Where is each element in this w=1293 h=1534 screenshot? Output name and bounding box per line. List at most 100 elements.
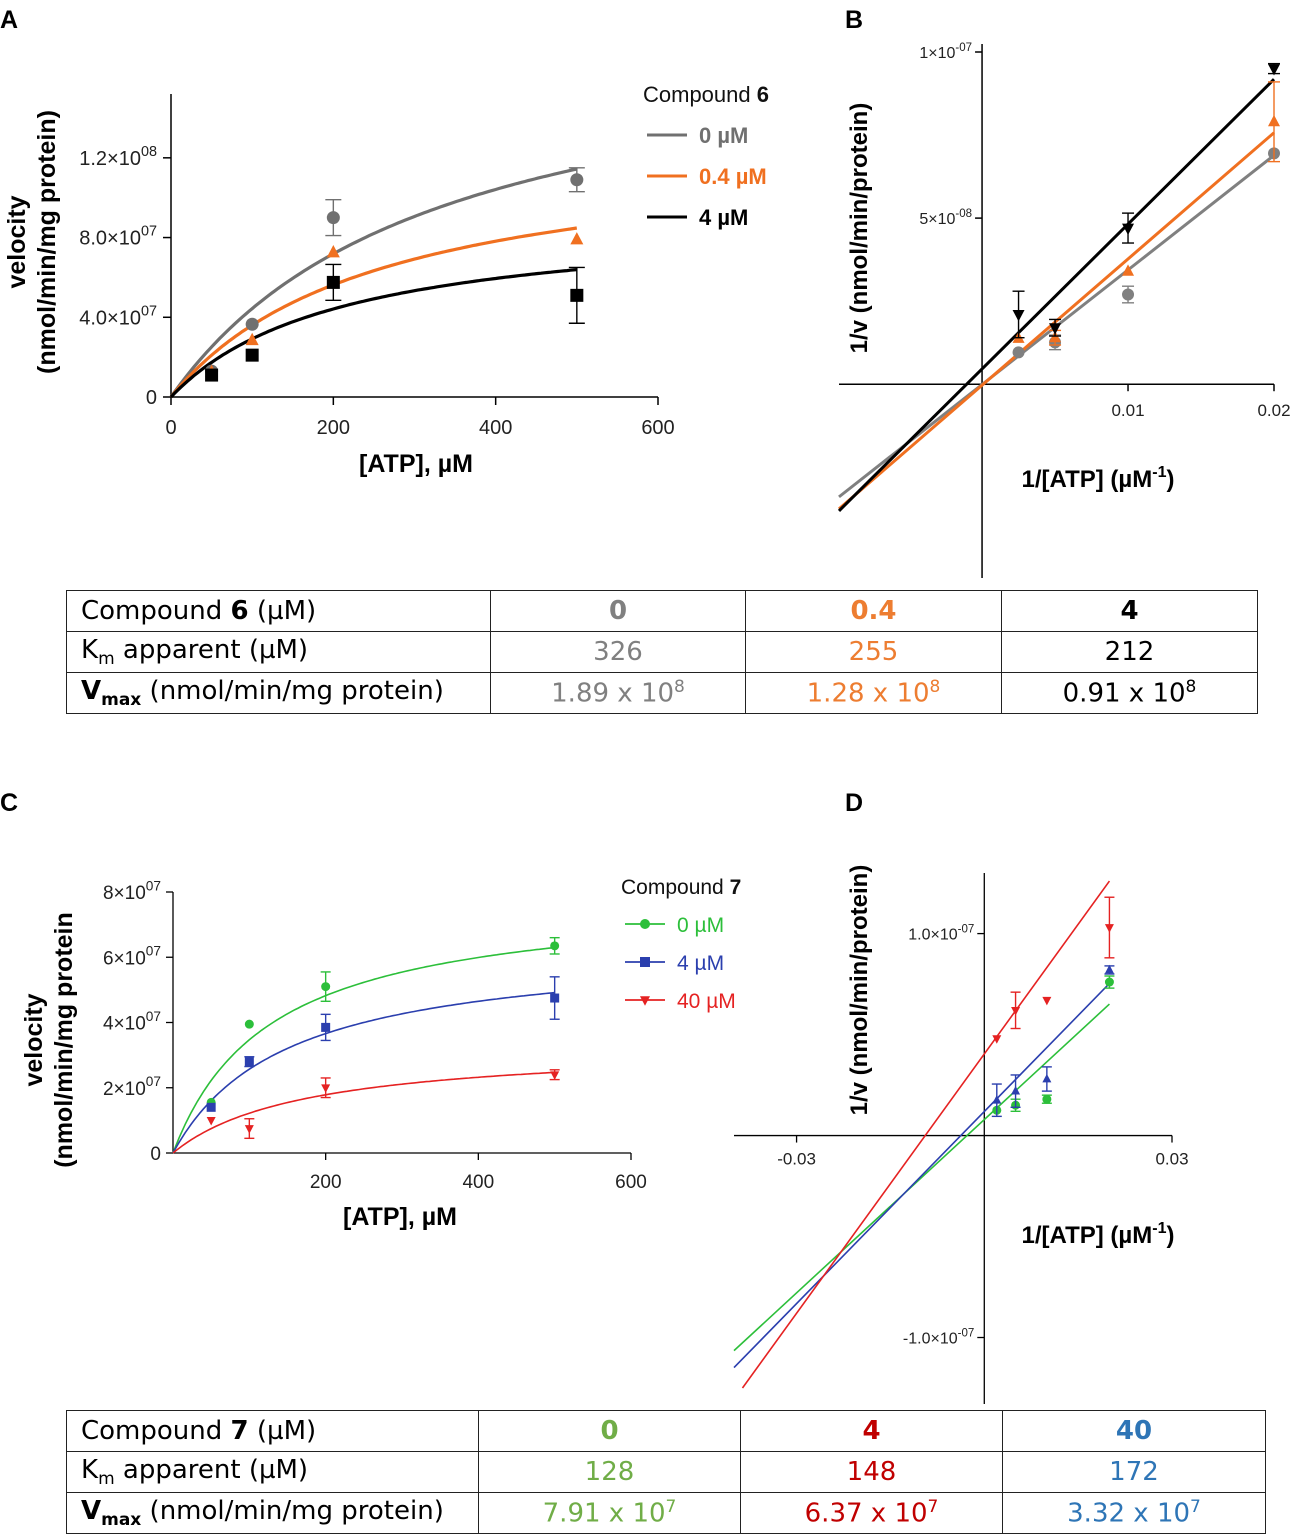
- data-point-series-1: [550, 941, 560, 951]
- regression-line-series-3: [837, 78, 1276, 512]
- table-row: Compound 7 (µM) 0 4 40: [66, 1410, 1266, 1452]
- data-point-series-3: [550, 1071, 560, 1080]
- panel-label-c: C: [0, 789, 18, 817]
- legend-label: 4 µM: [677, 952, 724, 975]
- legend-label: 0.4 µM: [699, 164, 767, 189]
- row-header: Compound 6 (µM): [66, 590, 491, 632]
- data-point-series-2: [206, 1102, 216, 1112]
- data-point-series-1: [326, 211, 340, 225]
- x-tick-label: 400: [462, 1172, 494, 1193]
- fit-curve-series-1: [172, 946, 555, 1154]
- x-tick-label: 200: [310, 1172, 342, 1193]
- legend-label: 0 µM: [699, 123, 748, 148]
- y-tick-label: 0: [146, 387, 157, 409]
- y-axis-label: 1/v (nmol/min/protein): [846, 103, 873, 354]
- data-point-series-3: [245, 348, 259, 362]
- data-point-series-3: [244, 1125, 254, 1134]
- data-point-series-2: [992, 1095, 1002, 1104]
- table-cell: 0: [490, 590, 746, 632]
- y-tick-label: 2×1007: [103, 1074, 161, 1100]
- data-point-series-3: [1122, 223, 1135, 235]
- x-axis-label: [ATP], µM: [343, 1203, 457, 1231]
- data-point-series-3: [1104, 924, 1114, 933]
- table-cell: 7.91 x 107: [478, 1492, 741, 1534]
- data-point-series-3: [321, 1084, 331, 1093]
- kinetics-table-compound-7: Compound 7 (µM) 0 4 40 Km apparent (µM) …: [66, 1410, 1266, 1534]
- fit-curve-series-3: [169, 268, 577, 399]
- data-point-series-2: [321, 1022, 331, 1032]
- x-tick-label: 0.03: [1155, 1150, 1188, 1169]
- table-cell: 0.91 x 108: [1001, 672, 1258, 714]
- data-point-series-2: [570, 232, 584, 245]
- data-point-series-2: [1122, 264, 1135, 276]
- regression-line-series-2: [838, 131, 1275, 511]
- x-tick-label: 0.02: [1257, 401, 1290, 420]
- y-tick-label: 8×1007: [103, 878, 161, 904]
- table-cell: 172: [1002, 1451, 1266, 1493]
- legend-marker: [640, 919, 650, 929]
- y-tick-label: 8.0×1007: [79, 224, 157, 250]
- data-point-series-3: [1042, 996, 1052, 1006]
- fit-curve-series-1: [169, 167, 578, 398]
- data-point-series-1: [1122, 288, 1135, 301]
- table-cell: 0: [478, 1410, 741, 1452]
- x-tick-label: -0.03: [777, 1150, 816, 1169]
- table-cell: 4: [740, 1410, 1003, 1452]
- legend-label: 4 µM: [699, 205, 748, 230]
- table-cell: 3.32 x 107: [1002, 1492, 1266, 1534]
- table-cell: 128: [478, 1451, 741, 1493]
- data-point-series-2: [1011, 1085, 1021, 1095]
- data-point-series-1: [244, 1019, 254, 1029]
- row-header: Compound 7 (µM): [66, 1410, 479, 1452]
- x-tick-label: 0.01: [1111, 401, 1144, 420]
- row-header: Vmax (nmol/min/mg protein): [66, 672, 491, 714]
- row-header: Km apparent (µM): [66, 1451, 479, 1493]
- data-point-series-2: [244, 1057, 254, 1067]
- data-point-series-3: [206, 1117, 216, 1126]
- table-cell: 326: [490, 631, 746, 673]
- table-cell: 255: [745, 631, 1002, 673]
- fit-curve-series-2: [169, 226, 578, 399]
- data-point-series-2: [550, 993, 560, 1003]
- panel-label-a: A: [0, 6, 18, 34]
- y-tick-label: 4.0×1007: [79, 303, 157, 329]
- table-cell: 40: [1002, 1410, 1266, 1452]
- legend-marker: [640, 996, 650, 1006]
- legend-label: 0 µM: [677, 914, 724, 937]
- data-point-series-3: [326, 275, 340, 289]
- data-point-series-3: [1268, 64, 1280, 76]
- row-header: Vmax (nmol/min/mg protein): [66, 1492, 479, 1534]
- data-point-series-2: [1042, 1073, 1052, 1083]
- table-row: Vmax (nmol/min/mg protein) 1.89 x 108 1.…: [66, 672, 1258, 714]
- table-row: Km apparent (µM) 326 255 212: [66, 631, 1258, 673]
- table-cell: 1.28 x 108: [745, 672, 1002, 714]
- y-axis-label-line1: velocity: [3, 195, 31, 288]
- data-point-series-1: [570, 173, 584, 187]
- data-point-series-1: [321, 982, 331, 992]
- kinetics-table-compound-6: Compound 6 (µM) 0 0.4 4 Km apparent (µM)…: [66, 590, 1258, 714]
- regression-line-series-2: [733, 982, 1111, 1369]
- y-tick-label: 4×1007: [103, 1009, 161, 1035]
- table-cell: 4: [1001, 590, 1258, 632]
- panel-label-d: D: [845, 789, 863, 817]
- y-tick-label: 1×10-07: [919, 42, 972, 62]
- fit-curve-series-2: [172, 991, 555, 1154]
- y-axis-label: 1/v (nmol/min/protein): [846, 865, 873, 1116]
- y-tick-label: -1.0×10-07: [903, 1327, 974, 1347]
- y-axis-label-line2: (nmol/min/mg protein: [50, 912, 78, 1168]
- table-cell: 212: [1001, 631, 1258, 673]
- fit-curve-series-3: [172, 1071, 555, 1154]
- chart-a: 0 200 400 600 0 4.0×1007 8.0×1007 1.2×1008 [ATP]…: [3, 82, 769, 478]
- y-tick-label: 1.2×1008: [79, 144, 157, 170]
- chart-d: -0.03 0.03 -1.0×10-07 1.0×10-07 1/[ATP] (µM-…: [733, 865, 1189, 1404]
- data-point-series-1: [1042, 1094, 1052, 1104]
- y-axis-label-line2: (nmol/min/mg protein): [33, 110, 61, 374]
- data-point-series-3: [1049, 323, 1062, 335]
- y-tick-label: 6×1007: [103, 944, 161, 970]
- table-cell: 1.89 x 108: [490, 672, 746, 714]
- x-tick-label: 200: [317, 417, 350, 439]
- data-point-series-3: [1011, 1006, 1021, 1016]
- y-tick-label: 1.0×10-07: [908, 923, 974, 943]
- table-cell: 148: [740, 1451, 1003, 1493]
